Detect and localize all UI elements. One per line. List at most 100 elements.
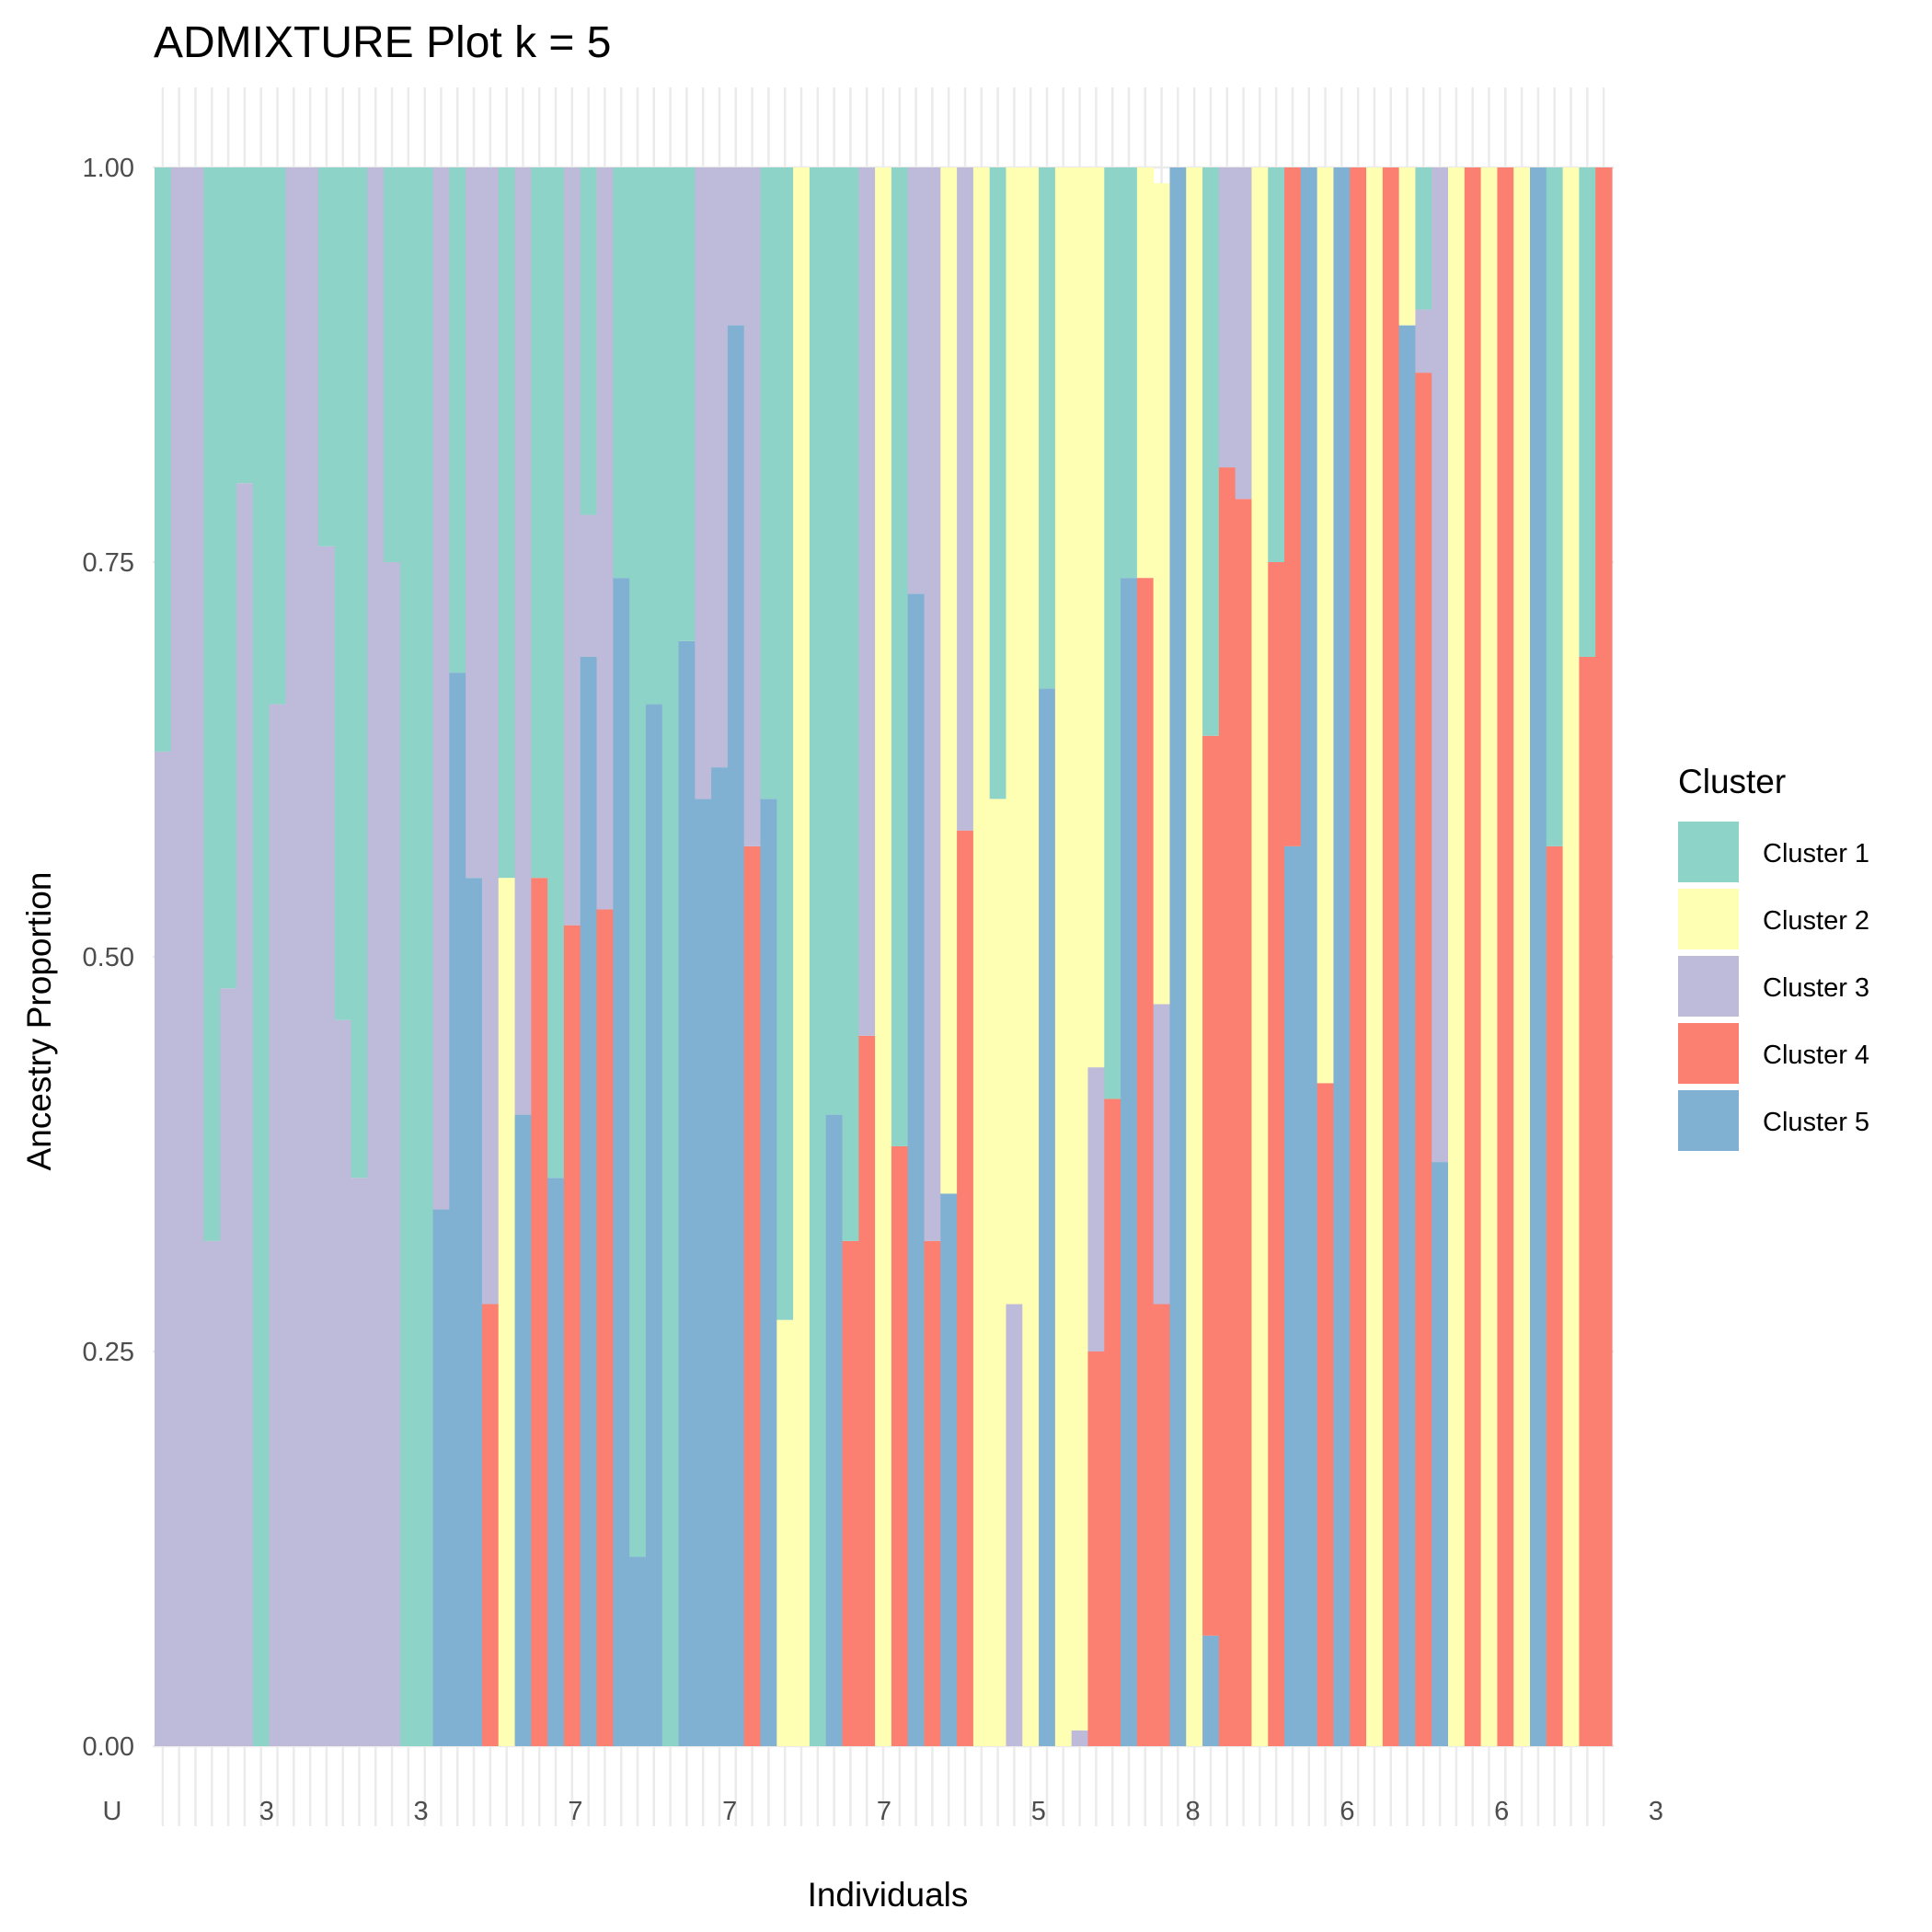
bar-segment-cluster-3	[367, 167, 385, 1746]
x-axis: U 3 3 7 7 7 5 8 6 6 3	[103, 1797, 1664, 1826]
bar-segment-cluster-1	[220, 167, 237, 989]
bar-segment-cluster-4	[1136, 578, 1155, 1747]
bar-segment-cluster-4	[858, 1035, 876, 1746]
bar-segment-cluster-5	[1169, 167, 1187, 1746]
x-tick-label: 5	[1031, 1797, 1046, 1826]
legend-swatch-cluster-4	[1678, 1023, 1739, 1084]
legend-label-cluster-4: Cluster 4	[1763, 1041, 1869, 1070]
legend-label-cluster-2: Cluster 2	[1763, 906, 1869, 936]
bar-segment-cluster-1	[809, 167, 827, 1746]
bar-segment-cluster-1	[661, 167, 680, 1746]
bar-segment-cluster-1	[1202, 167, 1220, 736]
bars-layer	[155, 167, 1613, 1747]
bar-segment-cluster-3	[285, 167, 303, 1746]
bar-segment-cluster-5	[629, 1557, 647, 1746]
bar-segment-cluster-3	[711, 167, 729, 768]
bar-segment-cluster-4	[1317, 1083, 1335, 1746]
bar-segment-cluster-2	[1153, 183, 1171, 1005]
bar-segment-cluster-1	[252, 167, 270, 1746]
legend-title: Cluster	[1678, 763, 1786, 800]
bar-segment-cluster-4	[1350, 167, 1367, 1746]
bar-segment-cluster-4	[1546, 845, 1564, 1746]
bar-segment-cluster-5	[678, 640, 696, 1746]
bar-segment-cluster-5	[1121, 578, 1138, 1747]
bar-segment-cluster-3	[1087, 1067, 1105, 1351]
bar-segment-cluster-4	[596, 909, 614, 1746]
bar-segment-cluster-1	[825, 167, 844, 1115]
bar-segment-cluster-3	[302, 167, 319, 1746]
bar-segment-cluster-5	[613, 578, 630, 1747]
bar-segment-cluster-4	[1284, 167, 1302, 846]
bar-segment-cluster-5	[1300, 167, 1318, 1746]
bar-segment-cluster-3	[317, 546, 336, 1746]
bar-segment-cluster-4	[891, 1145, 909, 1746]
bar-segment-cluster-2	[1480, 167, 1499, 1746]
y-tick-label: 1.00	[83, 154, 134, 183]
bar-segment-cluster-5	[466, 878, 483, 1746]
bar-segment-cluster-1	[1039, 167, 1056, 689]
bar-segment-cluster-2	[1317, 167, 1335, 1084]
x-tick-label: 7	[877, 1797, 891, 1826]
x-tick-label: 3	[259, 1797, 274, 1826]
bar-segment-cluster-5	[695, 799, 712, 1746]
legend-swatch-cluster-3	[1678, 956, 1739, 1017]
bar-segment-cluster-3	[907, 167, 926, 594]
bar-segment-cluster-1	[384, 167, 401, 562]
bar-segment-cluster-1	[645, 167, 663, 705]
bar-segment-cluster-5	[580, 656, 598, 1747]
bar-segment-cluster-1	[1121, 167, 1138, 579]
bar-segment-cluster-5	[432, 1209, 450, 1746]
bar-segment-cluster-5	[825, 1114, 844, 1746]
y-tick-label: 0.25	[83, 1338, 134, 1367]
bar-segment-cluster-1	[236, 167, 254, 484]
bar-segment-cluster-5	[1333, 167, 1351, 1746]
bar-segment-cluster-3	[743, 167, 762, 846]
bar-segment-cluster-3	[351, 1178, 368, 1746]
bar-segment-cluster-3	[1432, 167, 1449, 1163]
bar-segment-cluster-1	[416, 167, 434, 1746]
bar-segment-cluster-2	[1071, 167, 1089, 1731]
bar-segment-cluster-1	[399, 167, 418, 1746]
bar-segment-cluster-5	[1284, 845, 1302, 1746]
bar-segment-cluster-4	[743, 845, 762, 1746]
bar-segment-cluster-5	[449, 673, 466, 1746]
bar-segment-cluster-4	[1104, 1098, 1121, 1746]
bar-segment-cluster-2	[498, 878, 516, 1746]
bar-segment-cluster-3	[203, 1240, 221, 1746]
bar-segment-cluster-5	[645, 704, 663, 1747]
bar-segment-cluster-1	[155, 167, 172, 752]
bar-segment-cluster-3	[466, 167, 483, 879]
bar-segment-cluster-1	[531, 167, 548, 879]
bar-segment-cluster-5	[1432, 1162, 1449, 1746]
bar-segment-cluster-3	[384, 562, 401, 1746]
bar-segment-cluster-2	[1513, 167, 1531, 1746]
bar-segment-cluster-1	[613, 167, 630, 579]
bar-segment-cluster-3	[514, 167, 532, 1115]
bar-segment-cluster-4	[1218, 467, 1236, 1746]
bar-segment-cluster-2	[1366, 167, 1384, 1746]
bar-segment-cluster-2	[989, 799, 1007, 1746]
legend: Cluster Cluster 1 Cluster 2 Cluster 3 Clust…	[1678, 763, 1869, 1151]
bar-segment-cluster-5	[711, 767, 729, 1746]
bar-segment-cluster-3	[957, 167, 974, 831]
bar-segment-cluster-5	[547, 1178, 565, 1746]
bar-segment-cluster-3	[1218, 167, 1236, 468]
x-tick-label: 6	[1494, 1797, 1509, 1826]
bar-segment-cluster-5	[1398, 325, 1417, 1747]
bar-segment-cluster-2	[972, 167, 991, 1746]
bar-segment-cluster-3	[155, 751, 172, 1747]
bar-segment-cluster-3	[580, 514, 598, 657]
bar-segment-cluster-2	[1251, 167, 1269, 1746]
bar-segment-cluster-4	[563, 925, 581, 1746]
bar-segment-cluster-3	[1235, 167, 1253, 500]
bar-segment-cluster-4	[957, 830, 974, 1746]
bar-segment-cluster-4	[1464, 167, 1482, 1746]
bar-segment-cluster-4	[1579, 656, 1596, 1747]
x-tick-label: 3	[1649, 1797, 1663, 1826]
bar-segment-cluster-3	[924, 167, 941, 1241]
chart-title: ADMIXTURE Plot k = 5	[154, 18, 611, 67]
bar-segment-cluster-1	[1415, 167, 1432, 310]
x-tick-label: 6	[1340, 1797, 1354, 1826]
bar-segment-cluster-5	[940, 1193, 958, 1746]
bar-segment-cluster-4	[1415, 373, 1432, 1747]
